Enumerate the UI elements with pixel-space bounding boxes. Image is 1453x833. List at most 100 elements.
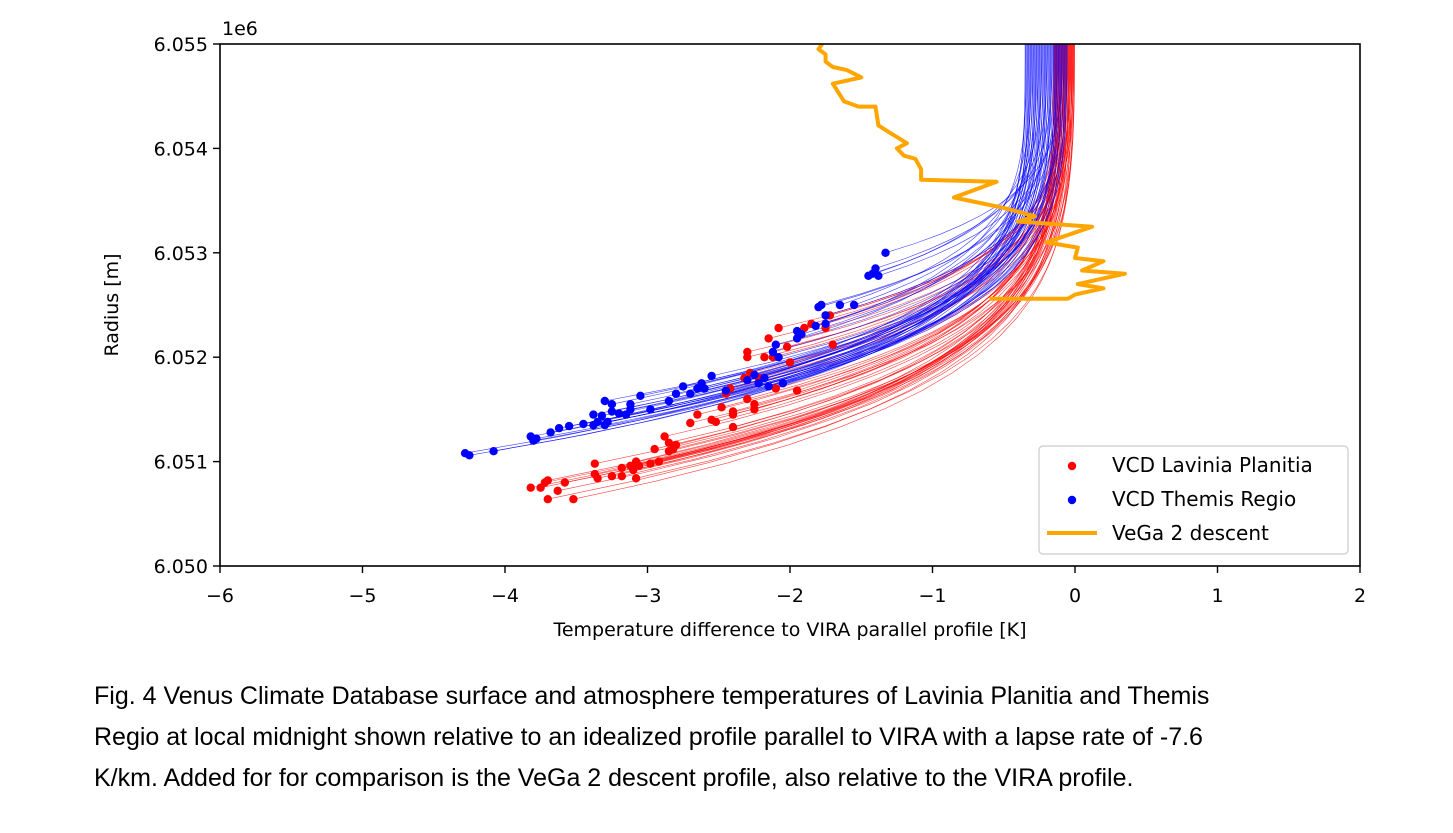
profile-line-themis <box>797 44 1039 332</box>
profile-line-themis <box>607 44 1066 423</box>
x-tick-label: −3 <box>633 585 661 607</box>
y-axis-label: Radius [m] <box>101 253 123 356</box>
legend-marker-lavinia <box>1067 461 1077 471</box>
caption-line: Fig. 4 Venus Climate Database surface an… <box>94 682 1210 710</box>
themis-point <box>768 347 778 357</box>
profile-line-lavinia <box>725 44 1071 394</box>
lavinia-point <box>607 472 617 481</box>
y-tick-label: 6.054 <box>154 138 208 160</box>
lavinia-point <box>569 495 578 504</box>
profile-line-themis <box>626 44 1044 415</box>
profile-line-themis <box>690 44 1042 394</box>
x-tick-label: −6 <box>206 585 234 607</box>
profile-line-themis <box>530 44 1041 437</box>
legend: VCD Lavinia Planitia VCD Themis Regio Ve… <box>1038 445 1349 555</box>
themis-point <box>835 300 845 310</box>
themis-point <box>811 321 820 331</box>
profile-line-themis <box>758 44 1041 384</box>
lavinia-point <box>526 483 535 492</box>
profile-line-lavinia <box>775 44 1069 389</box>
lavinia-point <box>743 394 752 404</box>
themis-point <box>707 371 716 381</box>
themis-point <box>764 382 773 391</box>
themis-point <box>664 396 674 406</box>
profile-line-lavinia <box>573 44 1072 500</box>
y-tick-label: 6.053 <box>154 243 208 265</box>
themis-point <box>797 330 806 339</box>
lavinia-point <box>764 334 773 343</box>
profile-line-themis <box>815 44 1049 327</box>
profile-line-themis <box>775 44 1061 345</box>
profile-line-lavinia <box>594 44 1075 464</box>
profile-line-lavinia <box>564 44 1070 483</box>
themis-point <box>589 410 598 419</box>
themis-point <box>754 379 763 388</box>
legend-label-vega: VeGa 2 descent <box>1112 521 1269 545</box>
profile-line-lavinia <box>787 44 1074 348</box>
vega-line-group <box>816 44 1127 301</box>
lavinia-point <box>774 323 783 333</box>
x-tick-label: −5 <box>348 585 376 607</box>
lavinia-point <box>782 342 792 351</box>
themis-point <box>817 300 826 310</box>
chart: −6 −5 −4 −3 −2 −1 0 1 2 6.0506.0516.0526.0536.05… <box>101 18 1366 641</box>
profile-line-themis <box>597 44 1045 423</box>
themis-point <box>821 319 830 328</box>
profile-line-themis <box>704 44 1058 389</box>
themis-point <box>721 386 731 395</box>
profile-line-themis <box>818 44 1055 308</box>
lavinia-point <box>660 432 669 441</box>
profile-line-themis <box>697 44 1047 389</box>
profile-line-lavinia <box>630 44 1068 467</box>
x-tick-label: 2 <box>1354 585 1366 607</box>
themis-point <box>678 382 688 391</box>
profile-line-themis <box>630 44 1049 405</box>
lavinia-point <box>693 410 702 419</box>
lavinia-point <box>634 461 644 470</box>
themis-point <box>743 376 752 385</box>
profile-line-themis <box>725 44 1068 391</box>
lavinia-point <box>828 340 837 349</box>
profile-line-lavinia <box>754 44 1075 405</box>
themis-point <box>881 248 890 257</box>
profile-line-themis <box>583 44 1030 425</box>
lavinia-point <box>686 418 695 428</box>
lavinia-point <box>590 459 599 468</box>
profile-line-themis <box>825 44 1027 325</box>
lavinia-point <box>553 486 562 495</box>
themis-point <box>607 407 617 416</box>
profile-line-themis <box>868 44 1043 277</box>
themis-point <box>579 419 588 429</box>
profile-line-themis <box>465 44 1026 454</box>
x-tick-label: 1 <box>1211 585 1223 607</box>
themis-point <box>600 396 609 406</box>
y-tick-label: 6.051 <box>154 452 208 474</box>
themis-point <box>554 424 564 433</box>
lavinia-point <box>760 353 769 362</box>
profile-line-lavinia <box>675 44 1056 446</box>
lavinia-point <box>650 444 659 454</box>
x-tick-label: −2 <box>776 585 804 607</box>
profile-line-themis <box>797 44 1034 339</box>
lavinia-point <box>728 410 738 419</box>
profile-line-lavinia <box>650 44 1060 464</box>
profile-line-themis <box>778 44 1066 358</box>
profile-line-lavinia <box>747 44 1070 353</box>
themis-point <box>532 434 541 443</box>
profile-line-themis <box>493 44 1036 452</box>
y-offset-label: 1e6 <box>222 18 258 40</box>
caption-line: K/km. Added for for comparison is the Ve… <box>94 764 1134 792</box>
profile-line-lavinia <box>673 44 1075 450</box>
lavinia-point <box>743 347 752 357</box>
x-tick-label: 0 <box>1069 585 1081 607</box>
caption-line: Regio at local midnight shown relative t… <box>94 723 1203 751</box>
themis-point <box>646 405 655 414</box>
profile-line-themis <box>878 44 1058 277</box>
profile-line-lavinia <box>654 44 1062 450</box>
profile-line-lavinia <box>544 44 1059 483</box>
profile-line-themis <box>872 44 1048 274</box>
profile-line-themis <box>875 44 1053 269</box>
lavinia-point <box>543 476 552 485</box>
themis-point <box>636 391 645 400</box>
legend-marker-themis <box>1067 495 1077 505</box>
